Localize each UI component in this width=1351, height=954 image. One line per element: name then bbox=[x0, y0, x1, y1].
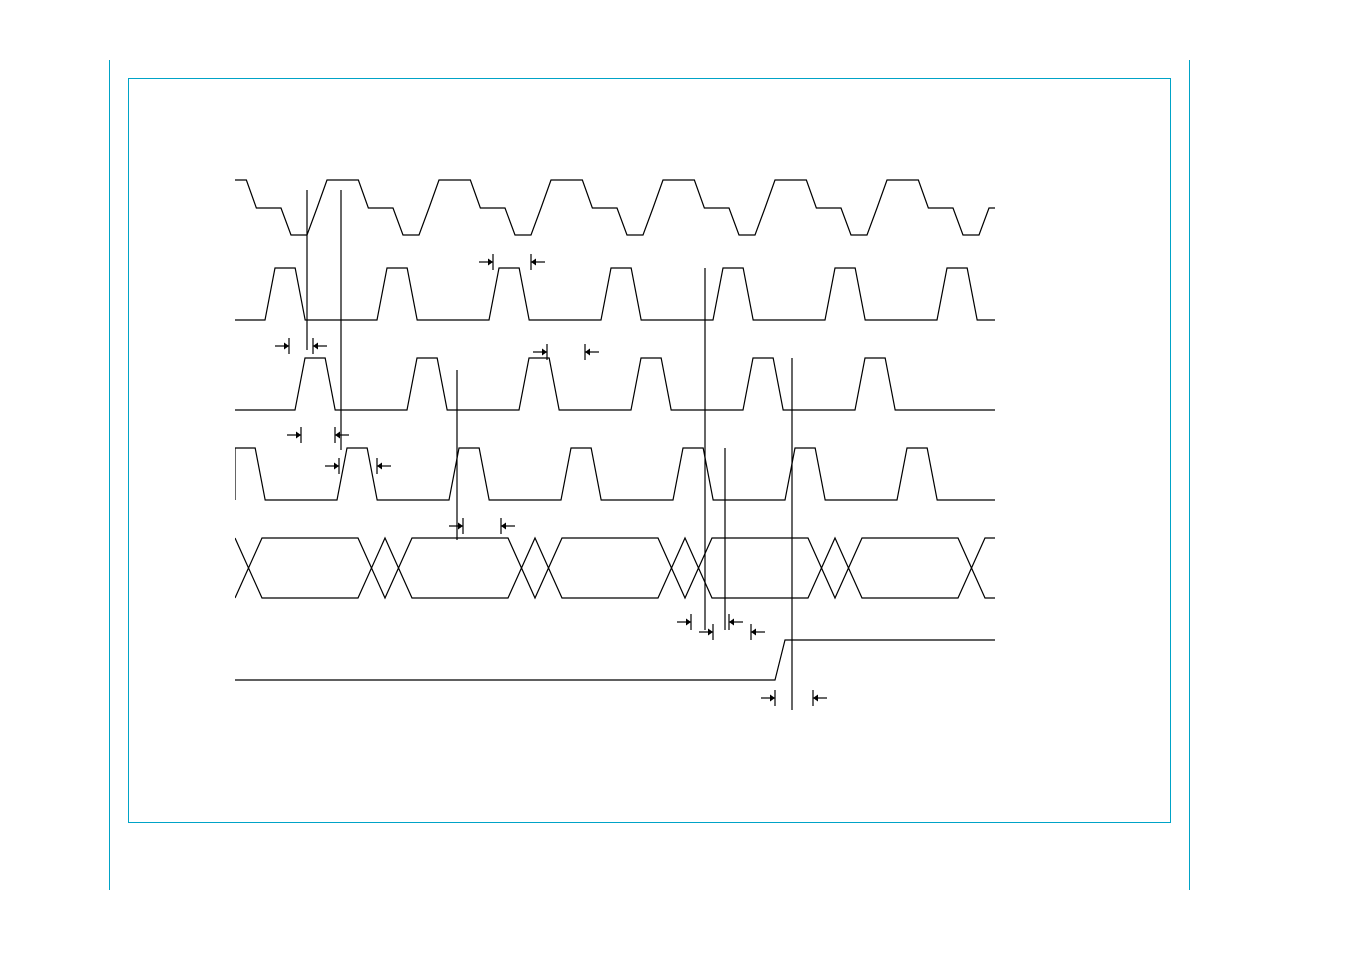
outer-rule-right bbox=[1189, 60, 1190, 890]
timing-diagram bbox=[235, 170, 995, 730]
outer-rule-left bbox=[109, 60, 110, 890]
